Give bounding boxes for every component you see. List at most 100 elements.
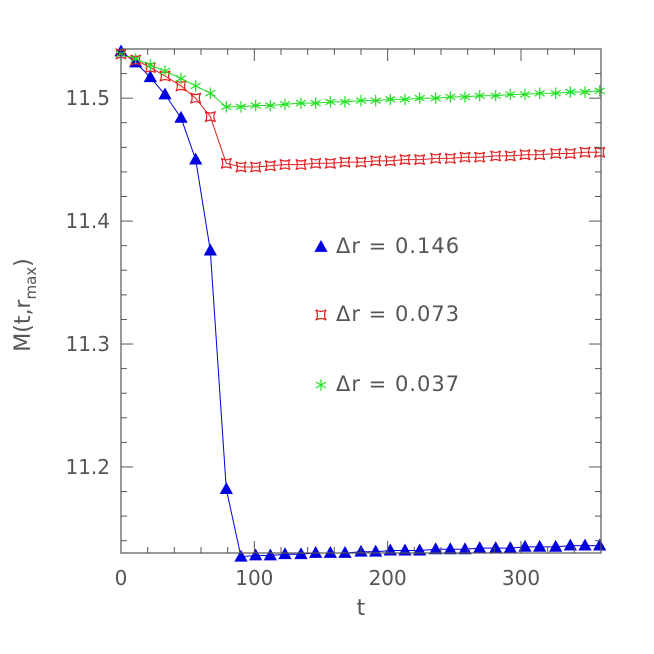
data-point-s1-27 — [503, 541, 517, 553]
x-tick-label: 0 — [115, 566, 128, 590]
data-point-s3-12 — [279, 98, 291, 111]
data-point-s2-13 — [295, 158, 307, 171]
x-tick-label: 100 — [235, 566, 273, 590]
data-point-s2-29 — [534, 149, 546, 161]
data-point-s3-11 — [265, 99, 276, 112]
data-point-s3-27 — [505, 88, 516, 101]
data-point-s2-6 — [190, 92, 202, 104]
data-point-s2-24 — [459, 151, 471, 163]
data-point-s3-5 — [175, 72, 187, 85]
data-point-s3-29 — [534, 87, 545, 99]
data-point-s1-30 — [549, 539, 563, 552]
data-point-s3-9 — [235, 101, 247, 113]
data-point-s1-7 — [203, 243, 217, 256]
data-point-s2-9 — [235, 161, 247, 173]
data-point-s2-31 — [564, 147, 576, 160]
data-point-s3-17 — [355, 94, 367, 107]
data-point-s3-31 — [565, 86, 576, 98]
x-tick-label: 300 — [502, 566, 540, 590]
data-point-s1-14 — [309, 546, 323, 558]
data-point-s2-33 — [594, 146, 606, 158]
y-tick-label: 11.2 — [65, 455, 110, 479]
series-line-2 — [120, 53, 600, 168]
data-point-s2-16 — [339, 156, 351, 168]
y-axis-title-close: ) — [11, 258, 36, 267]
data-point-s3-8 — [221, 101, 232, 113]
data-point-s1-31 — [563, 538, 577, 551]
data-point-s2-25 — [474, 151, 486, 163]
legend-label-2: Δr = 0.073 — [336, 302, 460, 326]
data-point-s3-21 — [414, 92, 425, 104]
data-point-s2-19 — [384, 155, 396, 167]
data-point-s2-18 — [370, 155, 382, 167]
data-point-s3-18 — [370, 94, 381, 107]
axis-ticks — [120, 48, 602, 553]
data-point-s1-10 — [249, 548, 263, 561]
data-point-s3-28 — [519, 88, 531, 101]
data-point-s3-3 — [145, 59, 156, 71]
data-point-s1-25 — [473, 541, 487, 553]
data-point-s3-16 — [339, 96, 351, 108]
y-tick-labels: 11.2 11.3 11.4 11.5 — [65, 86, 110, 479]
data-point-s1-8 — [219, 482, 233, 494]
data-point-s1-18 — [369, 544, 383, 557]
y-tick-label: 11.5 — [65, 86, 110, 110]
data-point-s3-20 — [399, 93, 411, 106]
x-tick-label: 200 — [369, 566, 407, 590]
x-axis-title: t — [357, 596, 366, 621]
legend-marker-2 — [315, 309, 327, 321]
data-point-s1-24 — [458, 542, 472, 555]
data-point-s1-23 — [443, 542, 457, 555]
data-point-s2-28 — [519, 149, 531, 161]
data-point-s1-32 — [578, 538, 592, 551]
data-point-s3-23 — [445, 91, 456, 103]
y-tick-label: 11.4 — [65, 209, 110, 233]
data-point-s1-29 — [533, 539, 547, 552]
data-point-s2-27 — [504, 150, 516, 162]
data-point-s3-13 — [295, 97, 307, 109]
data-point-s3-19 — [385, 93, 396, 106]
data-point-s1-5 — [174, 110, 188, 123]
data-point-s1-33 — [593, 538, 607, 551]
y-axis-title-main: M(t,r — [11, 299, 36, 352]
data-point-s3-33 — [594, 85, 605, 97]
data-point-s2-14 — [310, 157, 322, 169]
data-point-s1-4 — [158, 87, 172, 100]
data-point-s1-22 — [429, 542, 443, 555]
data-point-s2-23 — [444, 152, 456, 165]
data-point-s2-2 — [130, 54, 142, 66]
data-point-s1-9 — [234, 549, 248, 562]
y-axis-title: M(t,rmax) — [11, 258, 40, 352]
data-point-s2-17 — [355, 156, 367, 168]
legend-marker-3 — [315, 379, 327, 391]
y-axis-title-subscript: max — [22, 267, 40, 300]
y-tick-label: 11.3 — [65, 332, 110, 356]
data-point-s2-5 — [175, 80, 187, 92]
data-point-s3-4 — [159, 65, 171, 77]
data-point-s2-15 — [324, 157, 336, 169]
data-point-s2-32 — [579, 146, 591, 158]
data-point-s3-22 — [430, 92, 441, 104]
legend-label-3: Δr = 0.037 — [336, 372, 460, 396]
data-point-s3-10 — [250, 99, 261, 112]
legend-label-1: Δr = 0.146 — [336, 234, 460, 258]
data-point-s3-25 — [474, 90, 485, 102]
data-point-s3-15 — [325, 96, 336, 108]
data-point-s1-6 — [189, 152, 203, 165]
data-point-s3-26 — [490, 90, 501, 102]
x-tick-labels: 0 100 200 300 — [115, 566, 540, 590]
data-point-s1-15 — [323, 546, 337, 558]
data-point-s2-12 — [279, 158, 291, 171]
data-point-s3-14 — [310, 97, 321, 109]
data-point-s1-3 — [143, 70, 157, 83]
data-point-s2-8 — [220, 157, 232, 169]
data-point-s2-21 — [414, 154, 426, 166]
data-point-s3-30 — [550, 87, 561, 99]
data-point-s3-7 — [205, 87, 216, 99]
data-point-s2-10 — [250, 161, 262, 173]
data-point-s2-11 — [264, 160, 276, 172]
data-point-s2-22 — [430, 152, 442, 165]
data-point-s1-26 — [489, 541, 503, 553]
data-point-s2-26 — [490, 150, 502, 162]
